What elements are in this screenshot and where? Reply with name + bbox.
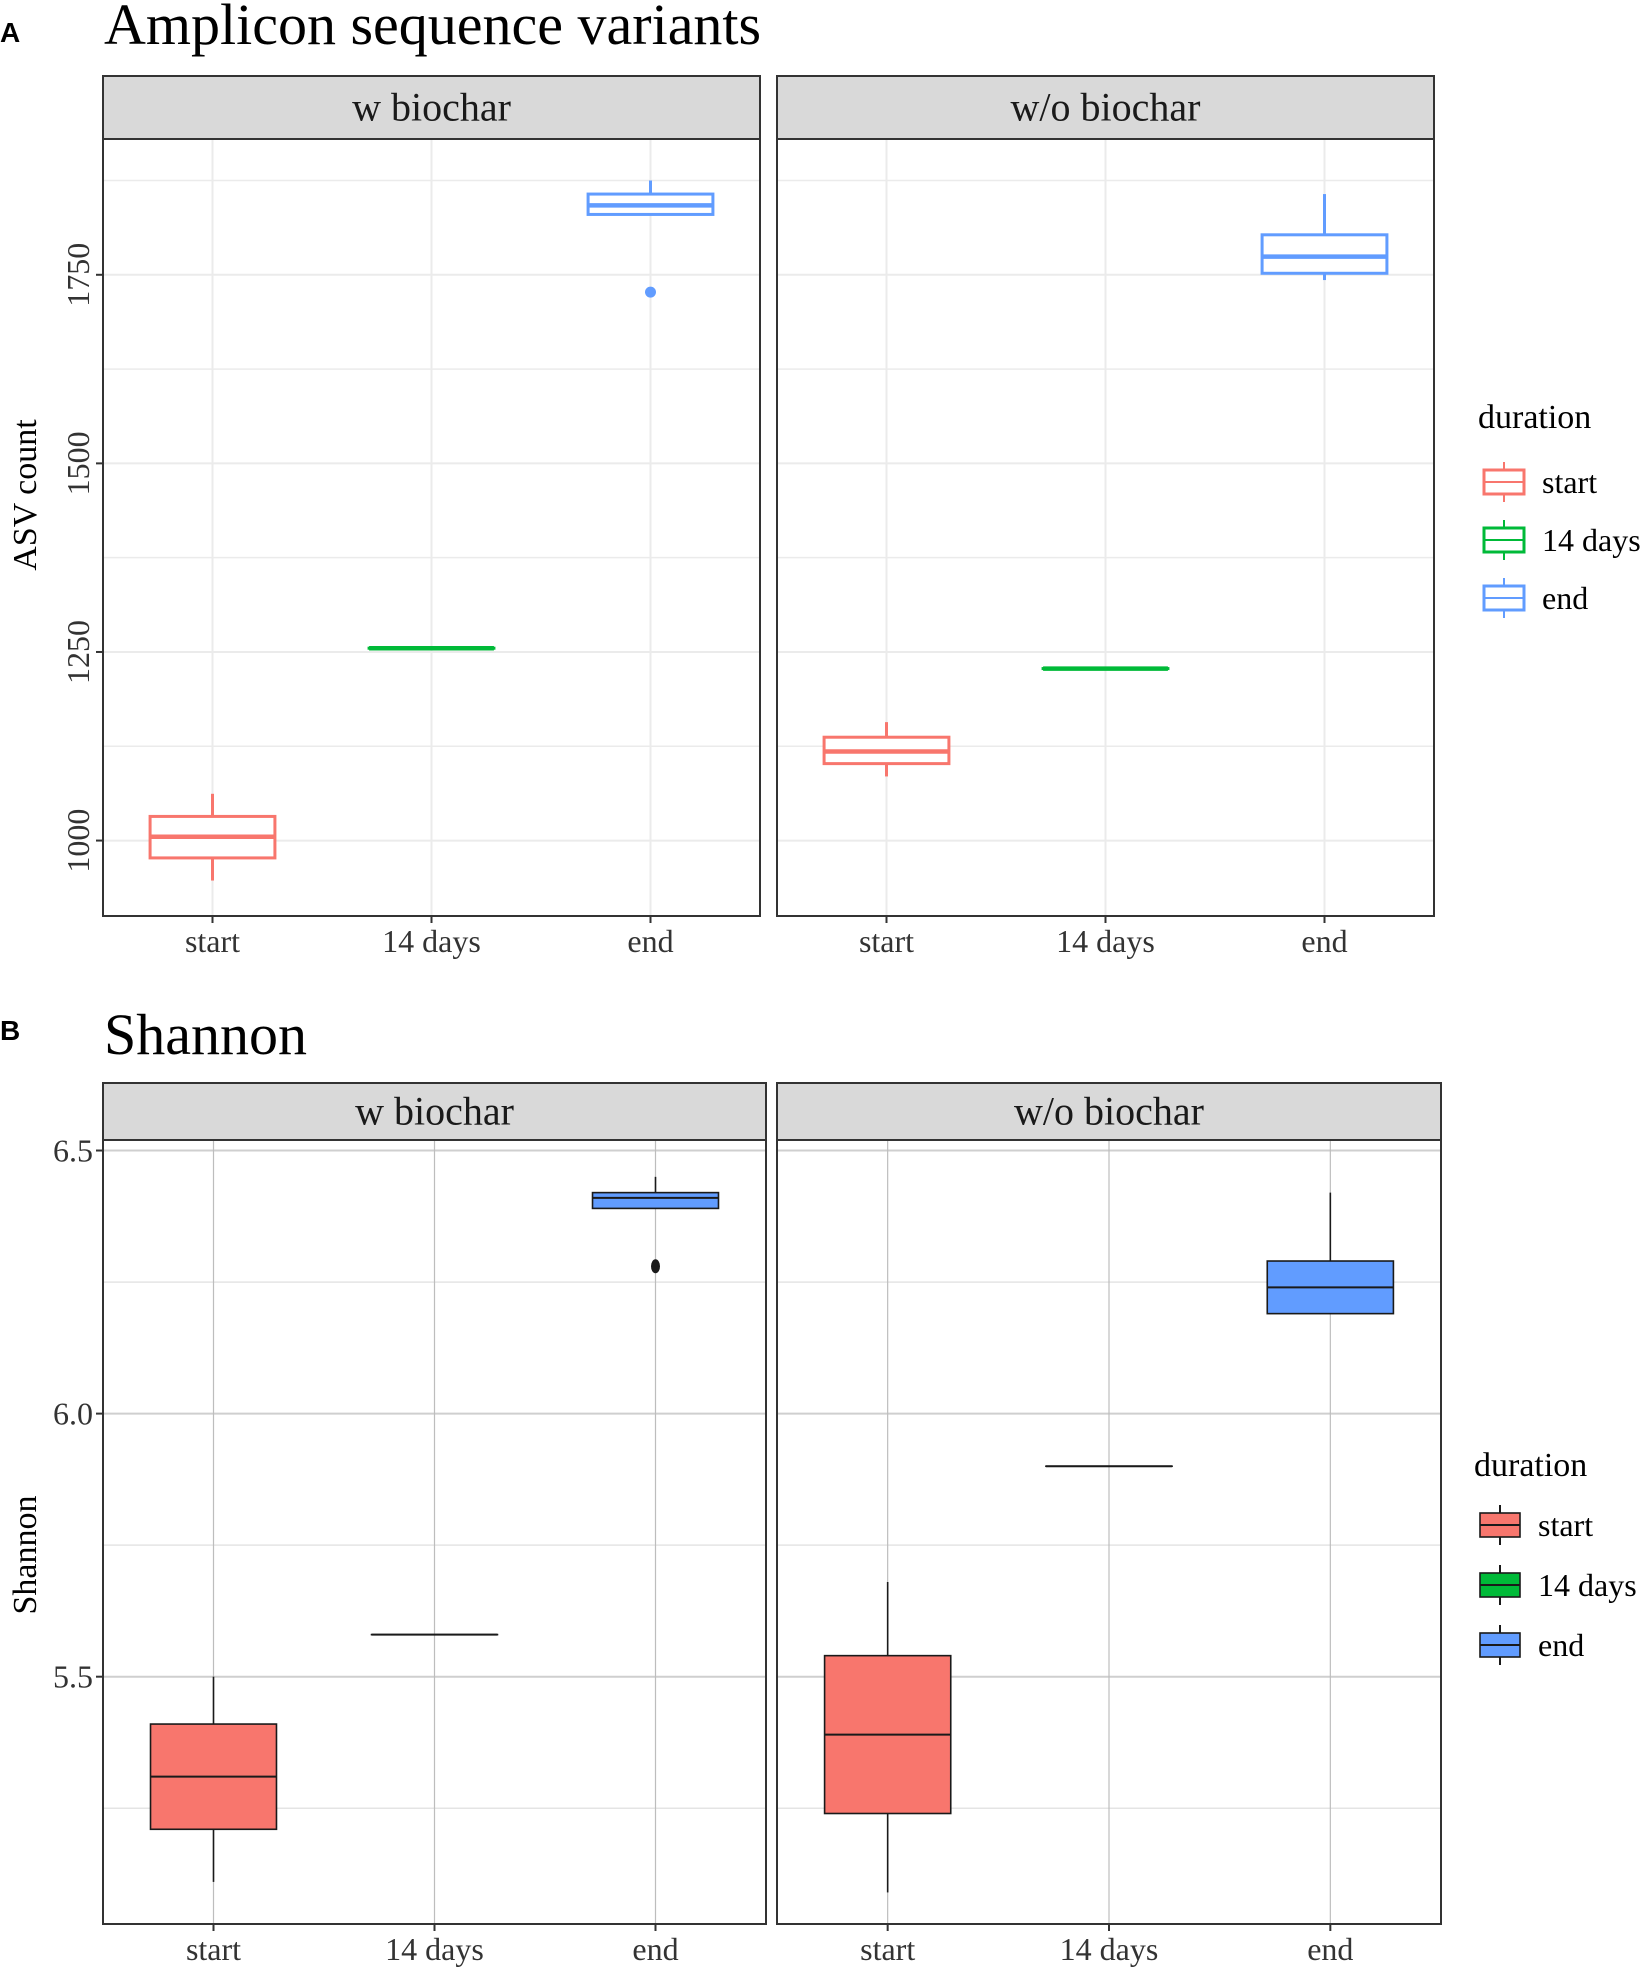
facet-strip-label: w biochar [355, 1089, 514, 1134]
chart-title: Amplicon sequence variants [104, 0, 761, 57]
box-outlier [651, 1259, 660, 1273]
facet-w-o-biochar: w/o biochar start 14 days end [777, 1083, 1441, 1967]
box-outlier [645, 287, 656, 298]
legend-label: end [1538, 1627, 1584, 1663]
x-tick-label: start [860, 1931, 915, 1967]
legend-title: duration [1474, 1447, 1587, 1484]
panel-letter: A [0, 17, 20, 48]
chart-title: Shannon [104, 1002, 307, 1067]
legend-label: 14 days [1542, 522, 1641, 558]
x-tick-label: end [627, 923, 673, 959]
y-tick-label: 1250 [60, 620, 96, 684]
x-tick-label: end [1301, 923, 1347, 959]
facet-strip-label: w biochar [352, 85, 511, 130]
legend-key-start [1484, 462, 1524, 502]
legend-label: 14 days [1538, 1567, 1637, 1603]
box-body [593, 1193, 719, 1209]
facet-strip-label: w/o biochar [1014, 1089, 1204, 1134]
x-tick-label: 14 days [1056, 923, 1155, 959]
x-tick-label: 14 days [1060, 1931, 1159, 1967]
x-tick-label: start [185, 923, 240, 959]
legend-key-start [1480, 1505, 1520, 1545]
x-tick-label: start [186, 1931, 241, 1967]
legend-key-end [1484, 578, 1524, 618]
x-tick-label: 14 days [385, 1931, 484, 1967]
facet-w-biochar: w biochar start 14 days end 5.5 6.0 6.5 [53, 1083, 766, 1967]
facet-w-o-biochar: w/o biochar start 14 days end [777, 76, 1434, 959]
panel-letter: B [0, 1015, 20, 1046]
y-tick-label: 6.5 [53, 1133, 93, 1169]
chart-panel-b: B Shannon Shannon w biochar start 14 days end 5… [0, 1002, 1637, 1967]
legend-key-14-days [1484, 520, 1524, 560]
legend-key-14-days [1480, 1565, 1520, 1605]
y-tick-label: 1750 [60, 243, 96, 307]
legend-label: end [1542, 580, 1588, 616]
x-tick-label: 14 days [382, 923, 481, 959]
x-tick-label: end [1307, 1931, 1353, 1967]
y-tick-label: 1000 [60, 809, 96, 873]
box-body [1262, 235, 1387, 273]
facet-w-biochar: w biochar start 14 days end 1000 1250 1500 1750 [60, 76, 760, 959]
y-axis-label: Shannon [7, 1496, 44, 1615]
legend-key-end [1480, 1625, 1520, 1665]
legend: duration start 14 days end [1474, 1447, 1637, 1665]
x-tick-label: start [859, 923, 914, 959]
y-tick-label: 6.0 [53, 1396, 93, 1432]
x-tick-label: end [632, 1931, 678, 1967]
facet-strip-label: w/o biochar [1011, 85, 1201, 130]
legend-label: start [1538, 1507, 1593, 1543]
chart-panel-a: A Amplicon sequence variants ASV count w bi… [0, 0, 1641, 959]
legend-label: start [1542, 464, 1597, 500]
legend-title: duration [1478, 399, 1591, 436]
legend: duration start 14 days end [1478, 399, 1641, 618]
y-axis-label: ASV count [7, 419, 44, 571]
y-tick-label: 1500 [60, 431, 96, 495]
y-tick-label: 5.5 [53, 1659, 93, 1695]
